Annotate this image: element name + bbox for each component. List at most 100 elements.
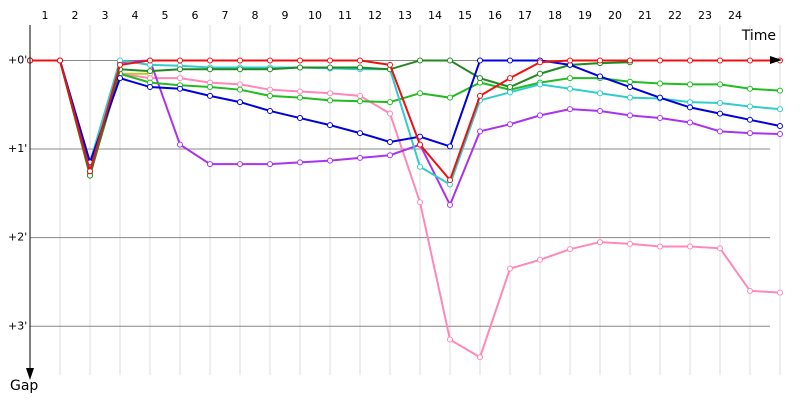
data-point <box>237 161 243 168</box>
data-point <box>507 57 513 64</box>
data-point <box>357 98 363 105</box>
x-tick-label: 8 <box>252 9 259 22</box>
data-point <box>777 87 783 94</box>
data-point <box>327 90 333 97</box>
data-point <box>477 354 483 361</box>
data-point <box>327 157 333 164</box>
data-point <box>477 57 483 64</box>
data-point <box>687 57 693 64</box>
data-point <box>657 115 663 122</box>
data-point <box>177 141 183 148</box>
data-point <box>657 80 663 87</box>
data-point <box>687 81 693 88</box>
data-point <box>147 84 153 91</box>
data-point <box>237 99 243 106</box>
data-point <box>507 89 513 96</box>
data-point <box>207 92 213 99</box>
x-axis-title: Time <box>741 28 776 44</box>
data-point <box>387 61 393 68</box>
data-point <box>687 104 693 111</box>
data-point <box>267 107 273 114</box>
data-point <box>237 57 243 64</box>
x-axis-arrow <box>770 56 782 64</box>
data-point <box>357 64 363 71</box>
data-point <box>777 123 783 130</box>
data-point <box>387 152 393 159</box>
data-point <box>117 75 123 82</box>
x-tick-label: 4 <box>132 9 139 22</box>
y-tick-label: +2' <box>8 231 27 244</box>
data-point <box>717 110 723 117</box>
y-axis-arrow <box>26 368 34 380</box>
x-tick-label: 13 <box>398 9 412 22</box>
data-point <box>327 57 333 64</box>
data-point <box>537 112 543 119</box>
data-point <box>567 57 573 64</box>
data-point <box>657 243 663 250</box>
x-tick-label: 1 <box>42 9 49 22</box>
data-point <box>747 57 753 64</box>
x-tick-label: 17 <box>518 9 532 22</box>
data-point <box>207 57 213 64</box>
data-point <box>567 106 573 113</box>
data-point <box>717 81 723 88</box>
data-point <box>447 201 453 208</box>
data-point <box>507 75 513 82</box>
data-point <box>147 68 153 75</box>
data-point <box>297 57 303 64</box>
data-point <box>357 92 363 99</box>
x-tick-label: 22 <box>668 9 682 22</box>
data-point <box>537 81 543 88</box>
data-point <box>717 128 723 135</box>
data-point <box>657 57 663 64</box>
data-point <box>777 130 783 137</box>
data-point <box>627 112 633 119</box>
data-point <box>177 66 183 73</box>
data-point <box>177 57 183 64</box>
data-point <box>477 128 483 135</box>
series-line <box>30 59 781 166</box>
data-point <box>747 130 753 137</box>
data-point <box>567 85 573 92</box>
data-point <box>627 84 633 91</box>
data-point <box>177 75 183 82</box>
data-point <box>597 90 603 97</box>
data-point <box>327 97 333 104</box>
data-point <box>297 88 303 95</box>
data-point <box>447 177 453 184</box>
data-point <box>417 90 423 97</box>
data-point <box>147 57 153 64</box>
data-point <box>267 66 273 73</box>
data-point <box>447 57 453 64</box>
data-point <box>357 154 363 161</box>
series-line <box>30 59 780 183</box>
data-point <box>717 57 723 64</box>
y-tick-label: +0' <box>8 53 27 66</box>
data-point <box>237 86 243 93</box>
x-tick-label: 3 <box>102 9 109 22</box>
data-point <box>387 110 393 117</box>
data-point <box>207 66 213 73</box>
x-tick-label: 20 <box>608 9 622 22</box>
data-point <box>777 106 783 113</box>
data-point <box>687 119 693 126</box>
data-point <box>267 161 273 168</box>
x-tick-label: 14 <box>428 9 442 22</box>
data-point <box>417 199 423 206</box>
data-point <box>687 243 693 250</box>
data-point <box>717 245 723 252</box>
data-point <box>117 61 123 68</box>
data-point <box>297 159 303 166</box>
data-point <box>597 107 603 114</box>
data-point <box>417 141 423 148</box>
x-tick-label: 5 <box>162 9 169 22</box>
x-tick-label: 24 <box>728 9 742 22</box>
data-point <box>267 92 273 99</box>
data-point <box>567 246 573 253</box>
data-point <box>597 73 603 80</box>
series-line <box>30 59 781 186</box>
data-point <box>507 265 513 272</box>
x-tick-label: 21 <box>638 9 652 22</box>
series-line <box>30 59 781 359</box>
